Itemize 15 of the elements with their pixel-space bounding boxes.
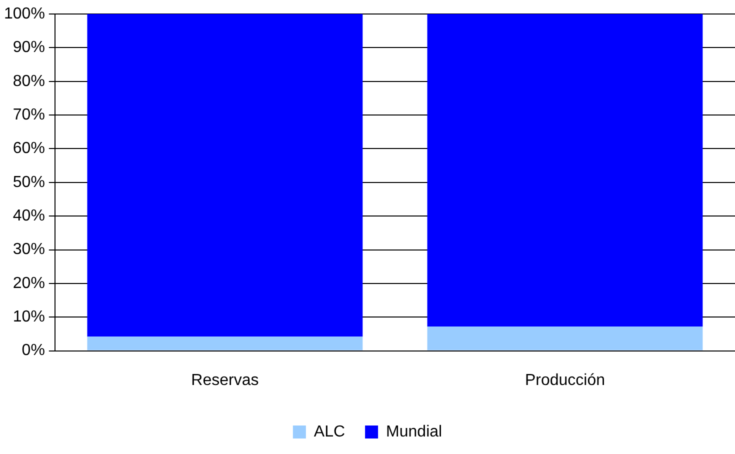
y-tick-label: 70%	[12, 106, 45, 124]
y-tick-label: 0%	[22, 342, 45, 360]
y-tick-label: 10%	[12, 308, 45, 326]
y-tick-label: 90%	[12, 39, 45, 56]
y-tick-label: 20%	[12, 274, 45, 292]
y-tick-label: 30%	[12, 241, 45, 258]
y-tick-label: 100%	[4, 5, 45, 22]
y-tick-label: 40%	[12, 207, 45, 224]
legend-label: ALC	[314, 423, 346, 440]
x-tick-label: Producción	[524, 372, 606, 389]
y-tick-label: 60%	[12, 140, 45, 158]
legend-label: Mundial	[386, 423, 442, 440]
y-tick-label: 50%	[12, 174, 45, 191]
x-tick-label: Reservas	[191, 372, 259, 389]
y-tick-label: 80%	[12, 72, 45, 90]
